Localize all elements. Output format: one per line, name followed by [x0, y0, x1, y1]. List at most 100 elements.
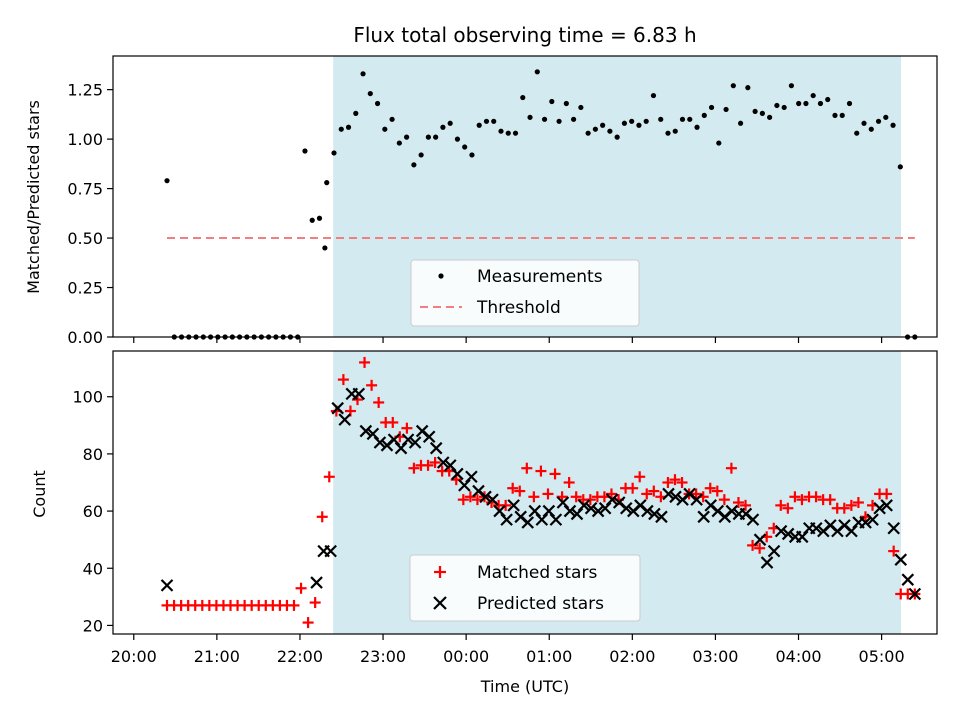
- measurement-point: [411, 162, 417, 168]
- matched-star-point: [528, 491, 540, 503]
- matched-star-point: [500, 499, 512, 511]
- predicted-star-point: [725, 504, 739, 518]
- matched-star-point: [711, 485, 723, 497]
- matched-star-point: [288, 599, 300, 611]
- matched-star-point: [676, 476, 688, 488]
- measurement-point: [600, 122, 606, 128]
- matched-star-point: [514, 485, 526, 497]
- measurement-point: [585, 130, 591, 136]
- measurement-point: [730, 83, 736, 89]
- measurement-point: [382, 126, 388, 132]
- measurement-point: [563, 100, 569, 107]
- measurement-point: [592, 126, 598, 132]
- measurement-point: [810, 92, 816, 99]
- bottom-x-axis-label: Time (UTC): [480, 677, 569, 696]
- measurement-point: [374, 100, 381, 107]
- matched-star-point: [302, 617, 314, 629]
- measurement-point: [846, 100, 853, 107]
- measurement-point: [396, 140, 402, 146]
- measurement-point: [309, 217, 315, 223]
- predicted-star-point: [781, 527, 795, 541]
- legend-matched-label: Matched stars: [477, 563, 597, 583]
- matched-star-point: [796, 494, 808, 506]
- measurement-point: [650, 92, 657, 99]
- measurement-point: [796, 100, 802, 107]
- matched-star-point: [535, 465, 547, 477]
- measurement-point: [483, 118, 490, 124]
- matched-star-point: [775, 499, 787, 511]
- measurement-point: [752, 108, 758, 115]
- matched-star-point: [845, 499, 857, 511]
- bottom-legend-box: [409, 554, 641, 622]
- bottom-chart: 20 40 60 80 100 20:00 21:00 22:00 23:00 00:00 01:…: [30, 350, 938, 696]
- bottom-x-axis: 20:00 21:00 22:00 23:00 00:00 01:00 02:00 03:00…: [111, 634, 905, 666]
- bottom-ytick-label: 20: [83, 616, 103, 635]
- matched-star-point: [754, 542, 766, 554]
- matched-star-point: [549, 468, 561, 480]
- matched-star-point: [408, 462, 420, 474]
- matched-star-point: [366, 379, 378, 391]
- measurement-point: [839, 112, 845, 118]
- measurements-series: [164, 69, 918, 340]
- bottom-xtick-label: 00:00: [443, 647, 489, 666]
- measurement-point: [679, 116, 686, 122]
- measurement-point: [781, 104, 787, 111]
- measurement-point: [404, 134, 410, 140]
- measurement-point: [701, 112, 707, 118]
- matched-star-point: [704, 482, 716, 494]
- measurement-point: [607, 128, 613, 134]
- matched-star-point: [648, 485, 660, 497]
- legend-threshold-label: Threshold: [476, 298, 561, 318]
- predicted-star-point: [352, 387, 366, 401]
- matched-star-point: [718, 494, 730, 506]
- predicted-star-point: [479, 490, 492, 504]
- predicted-star-point: [401, 433, 415, 446]
- matched-star-point: [507, 482, 519, 494]
- measurement-point: [469, 152, 475, 158]
- predicted-star-point: [767, 544, 781, 558]
- bottom-xtick-label: 23:00: [360, 647, 406, 666]
- measurement-point: [570, 116, 577, 122]
- predicted-star-point: [422, 430, 436, 444]
- matched-star-point: [323, 471, 335, 483]
- predicted-star-point: [690, 493, 703, 506]
- top-chart-title: Flux total observing time = 6.83 h: [353, 23, 696, 47]
- bottom-ytick-label: 60: [83, 502, 103, 521]
- measurement-point: [817, 100, 824, 107]
- matched-star-point: [422, 459, 434, 471]
- predicted-star-point: [486, 493, 499, 506]
- measurement-point: [302, 148, 308, 154]
- measurement-point: [440, 124, 446, 130]
- top-ytick-label: 0.50: [67, 229, 103, 248]
- top-legend-box: [410, 259, 640, 327]
- predicted-star-point: [662, 487, 675, 501]
- matched-star-point: [584, 494, 596, 506]
- top-ytick-label: 0.75: [67, 180, 103, 199]
- measurement-point: [549, 98, 555, 105]
- measurement-point: [745, 85, 751, 91]
- bottom-xtick-label: 01:00: [526, 647, 572, 666]
- matched-star-point: [627, 482, 639, 494]
- matched-star-point: [824, 494, 836, 506]
- top-ytick-label: 0.00: [67, 328, 103, 347]
- matched-star-point: [359, 356, 371, 368]
- predicted-star-point: [697, 510, 710, 524]
- predicted-star-point: [436, 456, 450, 469]
- measurement-point: [694, 124, 700, 130]
- top-y-axis-label: Matched/Predicted stars: [24, 100, 43, 294]
- matched-star-point: [838, 502, 850, 514]
- predicted-star-point: [894, 553, 908, 566]
- top-axes-frame: [112, 55, 938, 338]
- predicted-star-point: [908, 587, 922, 601]
- measurement-point: [345, 124, 352, 130]
- predicted-star-point: [887, 521, 901, 535]
- matched-star-point: [457, 494, 469, 506]
- matched-star-point: [295, 582, 307, 594]
- bottom-axes-frame: [112, 350, 938, 635]
- measurement-point: [875, 118, 882, 124]
- matched-star-point: [387, 416, 399, 428]
- bottom-xtick-label: 20:00: [111, 647, 157, 666]
- predicted-star-point: [584, 501, 598, 515]
- predicted-star-point: [373, 436, 387, 449]
